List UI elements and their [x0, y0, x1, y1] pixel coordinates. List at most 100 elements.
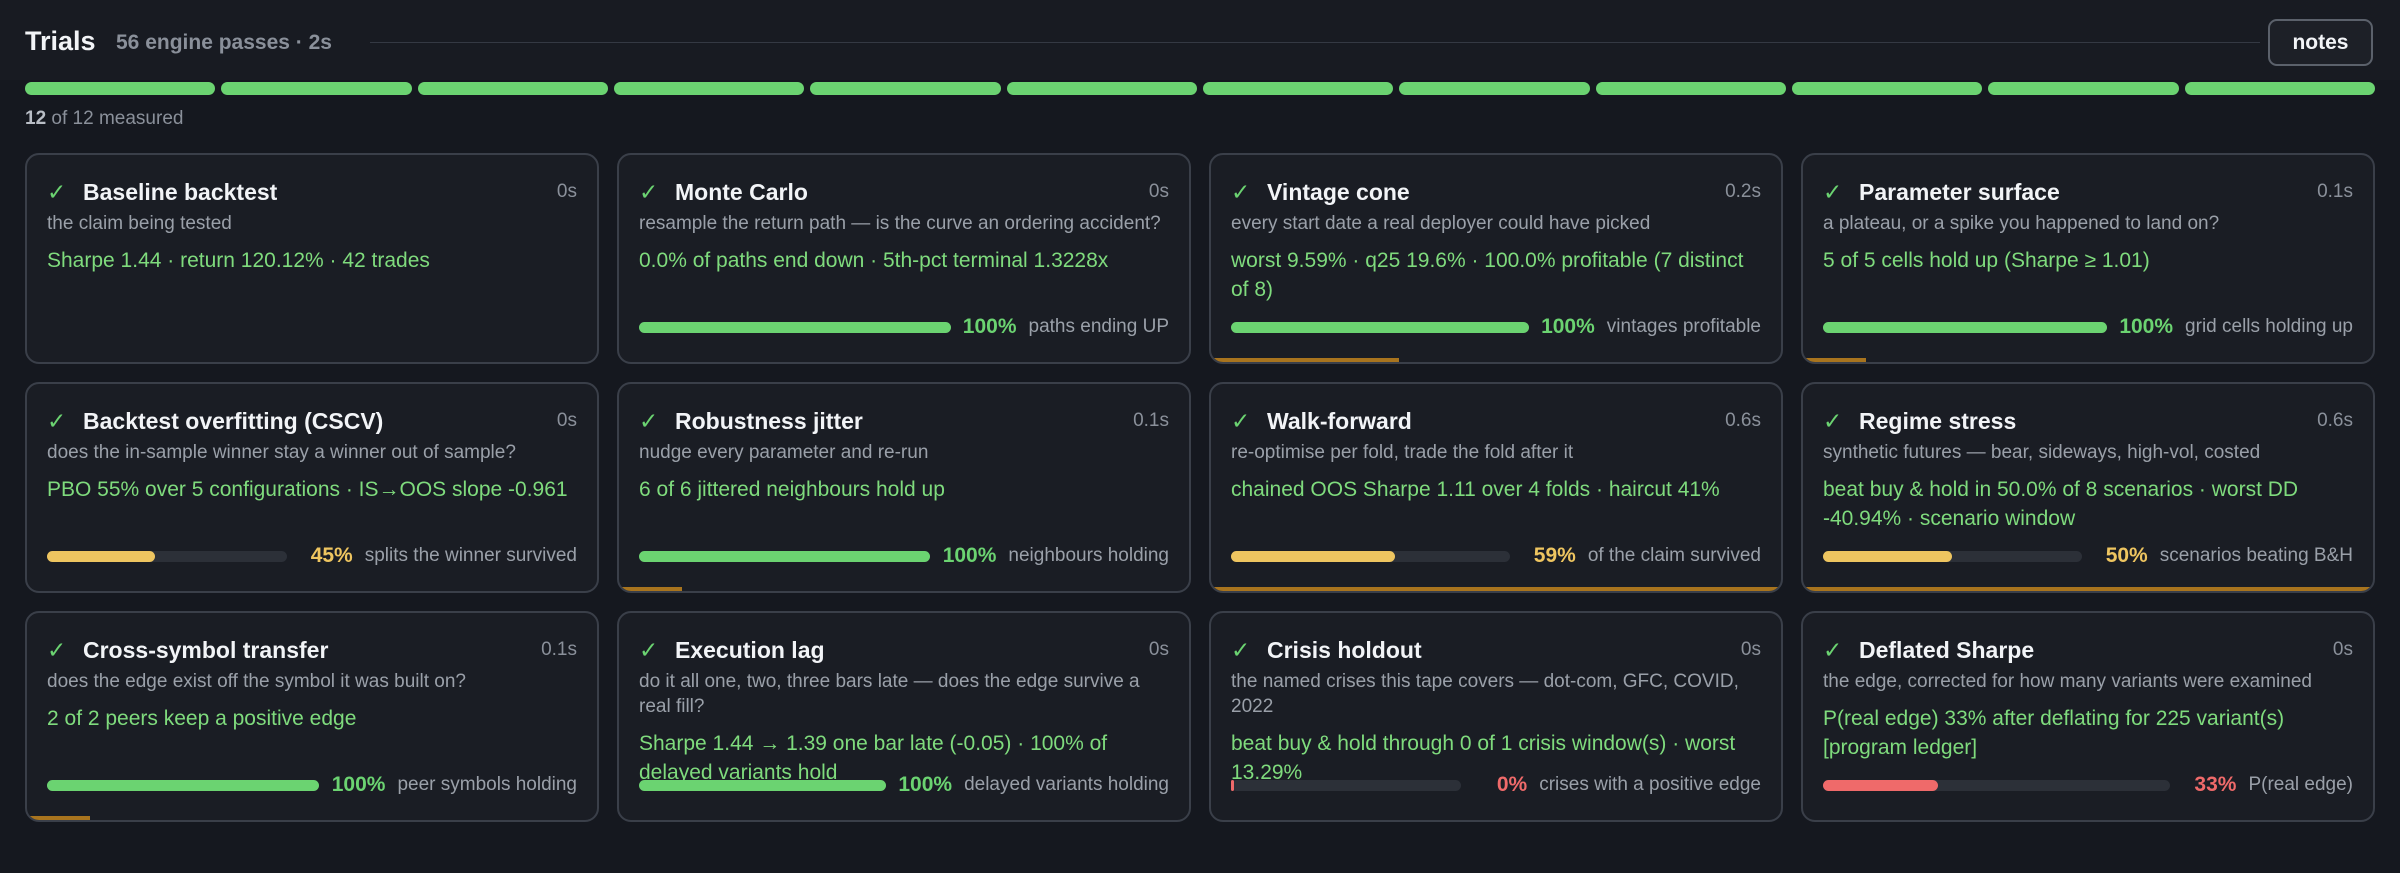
trial-title: Monte Carlo: [675, 178, 808, 205]
progress-fill: [639, 779, 887, 791]
trial-card-robustness-jitter[interactable]: ✓ Robustness jitter 0.1s nudge every parame…: [617, 382, 1191, 593]
trial-card-header: ✓ Cross-symbol transfer 0.1s: [47, 635, 577, 665]
check-icon: ✓: [1231, 178, 1251, 205]
trial-progress-row: 100% delayed variants holding: [639, 772, 1169, 798]
trial-card-baseline-backtest[interactable]: ✓ Baseline backtest 0s the claim being test…: [25, 153, 599, 364]
trial-metric-label: scenarios beating B&H: [2159, 545, 2353, 566]
trial-result: 5 of 5 cells hold up (Sharpe ≥ 1.01): [1823, 249, 2150, 272]
progress-segment: [1202, 82, 1394, 95]
trial-metric-label: neighbours holding: [1008, 545, 1169, 566]
trial-description: the edge, corrected for how many variant…: [1823, 671, 2312, 692]
trial-percent: 0%: [1496, 773, 1528, 796]
trial-metric-label: delayed variants holding: [964, 774, 1169, 795]
trial-percent: 50%: [2105, 544, 2148, 567]
progress-track: [1231, 321, 1529, 333]
check-icon: ✓: [1231, 636, 1251, 663]
trial-percent: 100%: [898, 773, 953, 796]
trial-progress-row: 100% neighbours holding: [639, 543, 1169, 569]
trial-card-backtest-overfitting[interactable]: ✓ Backtest overfitting (CSCV) 0s does the i…: [25, 382, 599, 593]
trial-percent: 33%: [2194, 773, 2237, 796]
trial-description: nudge every parameter and re-run: [639, 442, 929, 463]
check-icon: ✓: [1231, 407, 1251, 434]
measured-count: 12: [25, 108, 47, 129]
trial-card-header: ✓ Regime stress 0.6s: [1823, 406, 2353, 436]
measured-suffix: of 12 measured: [51, 108, 184, 129]
progress-track: [1231, 550, 1510, 562]
trial-card-regime-stress[interactable]: ✓ Regime stress 0.6s synthetic futures — be…: [1801, 382, 2375, 593]
trial-description: does the edge exist off the symbol it wa…: [47, 671, 466, 692]
card-edge-accent: [1211, 358, 1400, 362]
progress-fill: [1823, 550, 1953, 562]
trial-progress-row: 100% grid cells holding up: [1823, 314, 2353, 340]
check-icon: ✓: [1823, 178, 1843, 205]
trial-result: beat buy & hold through 0 of 1 crisis wi…: [1231, 732, 1736, 784]
progress-segment: [613, 82, 805, 95]
trial-duration: 0.1s: [541, 639, 577, 660]
trial-description: do it all one, two, three bars late — do…: [639, 671, 1140, 717]
trial-description: re-optimise per fold, trade the fold aft…: [1231, 442, 1574, 463]
trial-card-header: ✓ Monte Carlo 0s: [639, 177, 1169, 207]
trial-title: Regime stress: [1859, 407, 2017, 434]
progress-track: [639, 550, 931, 562]
trial-metric-label: splits the winner survived: [364, 545, 577, 566]
trial-card-walk-forward[interactable]: ✓ Walk-forward 0.6s re-optimise per fold, t…: [1209, 382, 1783, 593]
card-edge-accent: [1211, 587, 1781, 591]
trial-title: Backtest overfitting (CSCV): [83, 407, 384, 434]
header-bar: [0, 0, 2400, 80]
check-icon: ✓: [639, 407, 659, 434]
trial-card-header: ✓ Execution lag 0s: [639, 635, 1169, 665]
trial-result: 2 of 2 peers keep a positive edge: [47, 707, 357, 730]
trial-duration: 0s: [1148, 639, 1169, 660]
notes-button[interactable]: notes: [2268, 19, 2373, 66]
card-edge-accent: [27, 816, 90, 820]
trial-card-monte-carlo[interactable]: ✓ Monte Carlo 0s resample the return path —…: [617, 153, 1191, 364]
trial-card-vintage-cone[interactable]: ✓ Vintage cone 0.2s every start date a real…: [1209, 153, 1783, 364]
trial-card-header: ✓ Parameter surface 0.1s: [1823, 177, 2353, 207]
check-icon: ✓: [1823, 407, 1843, 434]
trial-title: Cross-symbol transfer: [83, 636, 329, 663]
trial-duration: 0.1s: [1133, 410, 1169, 431]
trial-card-execution-lag[interactable]: ✓ Execution lag 0s do it all one, two, thre…: [617, 611, 1191, 822]
trial-result: chained OOS Sharpe 1.11 over 4 folds · h…: [1231, 478, 1720, 501]
trial-card-header: ✓ Robustness jitter 0.1s: [639, 406, 1169, 436]
trial-metric-label: crises with a positive edge: [1539, 774, 1761, 795]
progress-fill: [1231, 779, 1235, 791]
trial-progress-row: 45% splits the winner survived: [47, 543, 577, 569]
trial-description: resample the return path — is the curve …: [639, 213, 1161, 234]
trial-card-crisis-holdout[interactable]: ✓ Crisis holdout 0s the named crises this t…: [1209, 611, 1783, 822]
progress-track: [1823, 321, 2108, 333]
trial-result: 0.0% of paths end down · 5th-pct termina…: [639, 249, 1109, 272]
progress-fill: [47, 550, 155, 562]
progress-track: [639, 321, 951, 333]
trial-progress-row: 0% crises with a positive edge: [1231, 772, 1761, 798]
trial-card-cross-symbol-transfer[interactable]: ✓ Cross-symbol transfer 0.1s does the edge …: [25, 611, 599, 822]
progress-track: [47, 550, 287, 562]
card-edge-accent: [1803, 358, 1866, 362]
progress-segment: [417, 82, 608, 95]
progress-segment: [25, 82, 216, 95]
trial-title: Parameter surface: [1859, 178, 2060, 205]
trial-metric-label: P(real edge): [2248, 774, 2353, 795]
trial-title: Deflated Sharpe: [1859, 636, 2035, 663]
measured-status: 12 of 12 measured: [25, 108, 183, 130]
trial-percent: 100%: [962, 315, 1017, 338]
trial-metric-label: grid cells holding up: [2185, 316, 2353, 337]
trial-progress-row: 100% vintages profitable: [1231, 314, 1761, 340]
trial-card-parameter-surface[interactable]: ✓ Parameter surface 0.1s a plateau, or a sp…: [1801, 153, 2375, 364]
progress-track: [47, 779, 320, 791]
trial-percent: 45%: [310, 544, 353, 567]
trial-card-header: ✓ Vintage cone 0.2s: [1231, 177, 1761, 207]
trial-progress-row: 100% paths ending UP: [639, 314, 1169, 340]
trial-duration: 0.6s: [2317, 410, 2353, 431]
trial-title: Vintage cone: [1267, 178, 1410, 205]
trial-metric-label: paths ending UP: [1028, 316, 1170, 337]
trial-description: does the in-sample winner stay a winner …: [47, 442, 516, 463]
check-icon: ✓: [639, 178, 659, 205]
trial-card-deflated-sharpe[interactable]: ✓ Deflated Sharpe 0s the edge, corrected fo…: [1801, 611, 2375, 822]
progress-segment: [2184, 82, 2375, 95]
progress-segment: [1791, 82, 1983, 95]
progress-fill: [639, 321, 951, 333]
check-icon: ✓: [47, 407, 67, 434]
header-divider: [370, 42, 2260, 43]
check-icon: ✓: [639, 636, 659, 663]
